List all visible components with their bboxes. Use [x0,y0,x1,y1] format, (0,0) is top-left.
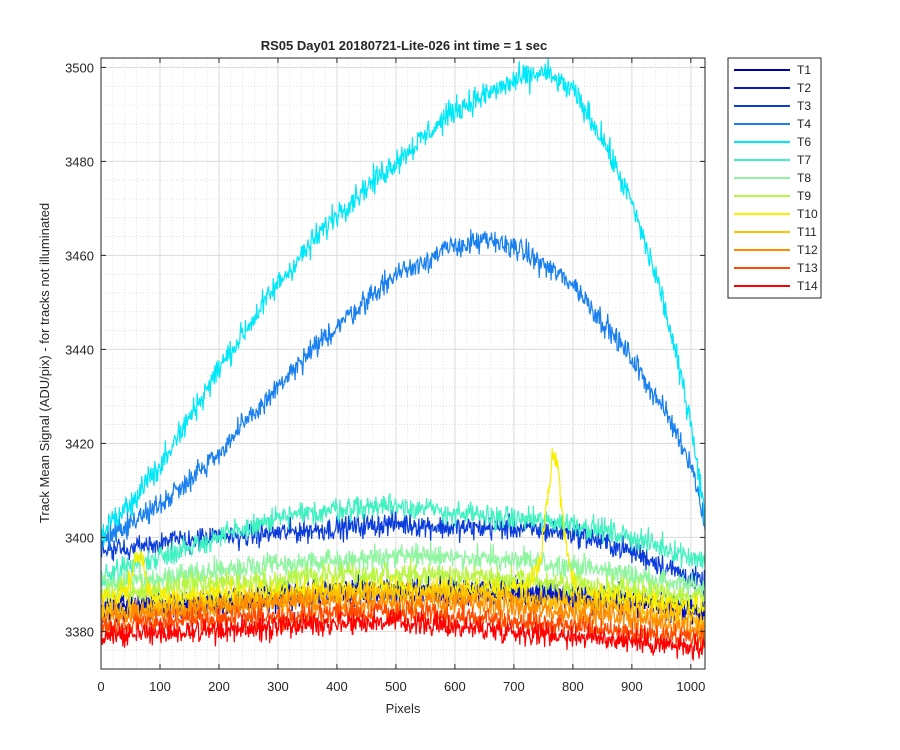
x-tick-label: 400 [326,679,348,694]
legend-label-t1: T1 [797,63,811,77]
y-tick-label: 3460 [65,248,94,263]
series-lines [101,58,705,662]
x-axis-label: Pixels [386,701,421,716]
x-tick-label: 800 [562,679,584,694]
y-tick-label: 3400 [65,530,94,545]
series-line-t14 [101,607,705,662]
chart-title: RS05 Day01 20180721-Lite-026 int time = … [261,38,548,53]
legend-label-t6: T6 [797,135,811,149]
y-tick-label: 3500 [65,60,94,75]
legend-label-t11: T11 [797,225,817,239]
x-tick-label: 200 [208,679,230,694]
legend-label-t3: T3 [797,99,811,113]
legend-label-t2: T2 [797,81,811,95]
x-tick-label: 0 [97,679,104,694]
series-line-t11 [101,580,705,635]
legend-label-t12: T12 [797,243,818,257]
plot-frame [100,57,706,670]
legend-label-t10: T10 [797,207,818,221]
x-tick-label: 700 [503,679,525,694]
y-tick-label: 3420 [65,436,94,451]
x-tick-label: 100 [149,679,171,694]
legend-label-t8: T8 [797,171,811,185]
x-tick-label: 500 [385,679,407,694]
x-tick-label: 900 [621,679,643,694]
y-tick-label: 3480 [65,154,94,169]
y-tick-label: 3380 [65,624,94,639]
legend-label-t4: T4 [797,117,811,131]
series-line-t6 [101,58,705,546]
legend-label-t7: T7 [797,153,811,167]
x-tick-label: 600 [444,679,466,694]
y-axis-label: Track Mean Signal (ADU/pix) - for tracks… [37,203,52,523]
y-tick-label: 3440 [65,342,94,357]
series-line-t4 [101,229,705,551]
legend-label-t14: T14 [797,279,818,293]
axis-ticks: 0 100 200 300 400 500 600 700 800 900 1000 3380 3400… [65,58,705,694]
legend: T1 T2 T3 T4 T6 T7 T8 T9 T10 T11 T12 T13 T14 [727,57,822,299]
series-line-t7 [101,493,705,588]
series-line-t3 [101,508,705,597]
legend-label-t13: T13 [797,261,818,275]
legend-label-t9: T9 [797,189,811,203]
series-line-t8 [101,541,705,603]
x-tick-label: 1000 [676,679,705,694]
x-tick-label: 300 [267,679,289,694]
